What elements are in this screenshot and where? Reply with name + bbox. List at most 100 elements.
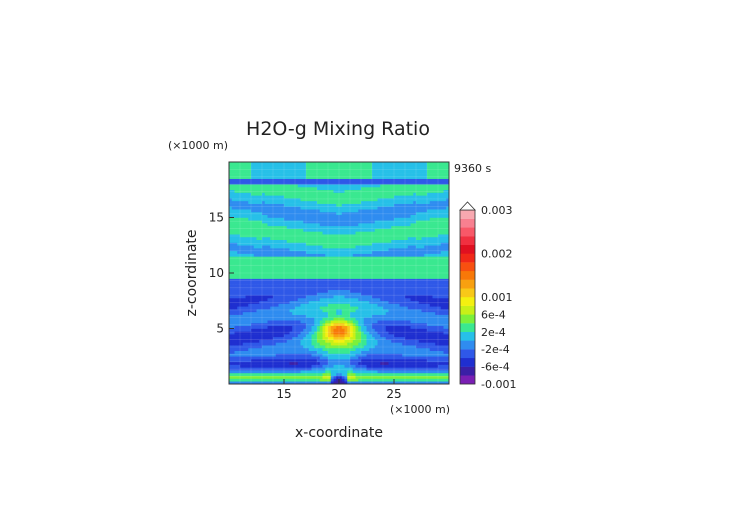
heatmap-cell (284, 228, 288, 232)
heatmap-cell (270, 231, 274, 235)
heatmap-cell (264, 228, 268, 232)
heatmap-cell (306, 278, 310, 282)
heatmap-cell (399, 342, 403, 346)
heatmap-cell (308, 228, 312, 232)
heatmap-cell (355, 364, 359, 368)
heatmap-cell (361, 239, 365, 243)
heatmap-cell (440, 248, 444, 252)
heatmap-cell (350, 359, 354, 363)
heatmap-cell (248, 292, 252, 296)
heatmap-cell (344, 250, 348, 254)
heatmap-cell (314, 292, 318, 296)
heatmap-cell (229, 317, 233, 321)
heatmap-cell (322, 345, 326, 349)
heatmap-cell (391, 270, 395, 274)
heatmap-cell (295, 334, 299, 338)
heatmap-cell (322, 286, 326, 290)
heatmap-cell (407, 361, 411, 365)
heatmap-cell (413, 286, 417, 290)
heatmap-cell (405, 264, 409, 268)
heatmap-cell (336, 297, 340, 302)
heatmap-cell (253, 364, 257, 368)
heatmap-cell (270, 289, 274, 293)
heatmap-cell (319, 331, 323, 335)
heatmap-cell (432, 214, 436, 218)
heatmap-cell (413, 364, 417, 368)
heatmap-cell (325, 328, 329, 332)
heatmap-cell (438, 234, 442, 238)
heatmap-cell (394, 267, 398, 271)
heatmap-cell (391, 303, 395, 307)
heatmap-cell (292, 236, 296, 240)
heatmap-cell (295, 228, 299, 232)
heatmap-cell (352, 264, 356, 268)
heatmap-cell (355, 259, 359, 263)
heatmap-cell (361, 356, 365, 360)
heatmap-cell (289, 356, 293, 360)
heatmap-cell (339, 314, 343, 318)
heatmap-cell (347, 325, 351, 329)
heatmap-cell (328, 339, 332, 343)
heatmap-cell (432, 292, 436, 296)
heatmap-cell (363, 306, 367, 310)
heatmap-cell (256, 375, 260, 379)
heatmap-cell (416, 284, 420, 288)
heatmap-cell (289, 317, 293, 321)
heatmap-cell (350, 286, 354, 290)
heatmap-cell (440, 231, 444, 235)
heatmap-cell (421, 217, 425, 221)
heatmap-cell (295, 297, 299, 302)
heatmap-cell (328, 306, 332, 310)
heatmap-cell (289, 264, 293, 268)
heatmap-cell (407, 375, 411, 379)
heatmap-cell (281, 234, 285, 238)
heatmap-cell (319, 328, 323, 332)
heatmap-cell (314, 253, 318, 257)
heatmap-cell (278, 314, 282, 318)
heatmap-cell (242, 306, 246, 310)
heatmap-cell (358, 322, 362, 327)
heatmap-cell (330, 367, 334, 371)
heatmap-cell (325, 245, 329, 249)
heatmap-cell (237, 297, 241, 302)
heatmap-cell (402, 306, 406, 310)
heatmap-cell (325, 317, 329, 321)
heatmap-cell (380, 236, 384, 240)
heatmap-cell (300, 297, 304, 302)
heatmap-cell (242, 220, 246, 224)
heatmap-cell (319, 284, 323, 288)
heatmap-cell (262, 353, 266, 357)
heatmap-cell (289, 359, 293, 363)
heatmap-cell (383, 248, 387, 252)
heatmap-cell (251, 364, 255, 368)
heatmap-cell (361, 236, 365, 240)
heatmap-cell (229, 211, 233, 216)
heatmap-cell (358, 234, 362, 238)
heatmap-cell (374, 303, 378, 307)
heatmap-cell (418, 367, 422, 371)
heatmap-cell (281, 214, 285, 218)
heatmap-cell (284, 234, 288, 238)
heatmap-cell (396, 264, 400, 268)
heatmap-cell (240, 225, 244, 229)
heatmap-cell (300, 286, 304, 290)
heatmap-cell (339, 381, 343, 385)
heatmap-cell (361, 267, 365, 271)
heatmap-cell (234, 242, 238, 246)
heatmap-cell (311, 350, 315, 354)
heatmap-cell (333, 342, 337, 346)
heatmap-cell (383, 356, 387, 360)
heatmap-cell (262, 264, 266, 268)
heatmap-cell (410, 256, 414, 260)
heatmap-cell (344, 322, 348, 327)
heatmap-cell (440, 345, 444, 349)
heatmap-cell (336, 245, 340, 249)
heatmap-cell (319, 309, 323, 313)
heatmap-cell (418, 300, 422, 304)
heatmap-cell (264, 353, 268, 357)
heatmap-cell (229, 331, 233, 335)
heatmap-cell (339, 256, 343, 260)
heatmap-cell (385, 361, 389, 365)
heatmap-cell (405, 364, 409, 368)
heatmap-cell (229, 234, 233, 238)
